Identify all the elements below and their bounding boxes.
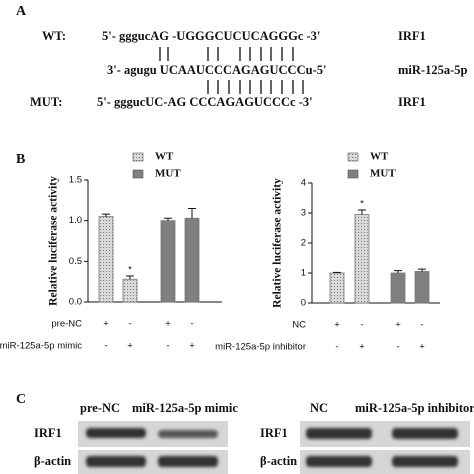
bar: [98, 216, 114, 303]
error-bar: [394, 270, 402, 273]
legend-swatch: [347, 169, 359, 179]
lane-label: miR-125a-5p inhibitor: [355, 401, 474, 415]
row-name: WT:: [42, 29, 66, 43]
legend-swatch: [132, 152, 144, 162]
treatment-sign: -: [360, 320, 363, 331]
treatment-sign: +: [165, 319, 171, 330]
treatment-sign: +: [359, 342, 365, 353]
lane-label: NC: [310, 401, 328, 415]
panel-label: A: [16, 4, 27, 19]
treatment-sign: -: [396, 342, 399, 353]
y-tick-label: 0.0: [69, 297, 82, 308]
error-bar: [102, 213, 110, 217]
legend-label: WT: [155, 151, 174, 163]
row-label: β-actin: [34, 454, 71, 468]
sequence: 5'- gggucAG -UGGGCUCUCAGGGc -3': [102, 29, 320, 43]
error-bar: [333, 271, 341, 273]
y-tick-label: 2: [301, 238, 306, 249]
lane-label: miR-125a-5p mimic: [132, 401, 238, 415]
bands: [86, 428, 218, 467]
treatment-sign: -: [190, 319, 193, 330]
panel-label: C: [16, 392, 26, 407]
row-label: IRF1: [260, 426, 288, 440]
panel-label: B: [16, 152, 25, 167]
bar: [160, 220, 176, 303]
treatment-label: miR-125a-5p mimic: [0, 341, 82, 352]
row-name: MUT:: [30, 95, 62, 109]
row-label: β-actin: [260, 454, 297, 468]
error-bar: [126, 275, 134, 280]
legend-label: MUT: [370, 168, 396, 180]
legend-swatch: [347, 152, 359, 162]
bar: [122, 278, 138, 303]
treatment-sign: -: [420, 320, 423, 331]
y-tick-label: 4: [301, 178, 306, 189]
y-tick-label: 1.5: [69, 175, 82, 186]
treatment-sign: -: [104, 341, 107, 352]
treatment-sign: +: [334, 320, 340, 331]
bands: [306, 428, 458, 467]
error-bar: [358, 209, 366, 215]
treatment-sign: +: [127, 341, 133, 352]
sequence: 3'- agugu UCAAUCCCAGAGUCCCu-5': [107, 63, 326, 77]
legend-label: MUT: [155, 168, 181, 180]
y-tick-label: 1: [301, 268, 306, 279]
gene: IRF1: [398, 95, 426, 109]
error-bar: [418, 268, 426, 272]
treatment-sign: +: [395, 320, 401, 331]
bar: [329, 272, 345, 304]
y-tick-label: 0.5: [69, 256, 82, 267]
significance: *: [360, 199, 364, 210]
legend-label: WT: [370, 151, 389, 163]
error-bar: [164, 217, 172, 221]
y-tick-label: 3: [301, 208, 306, 219]
row-label: IRF1: [34, 426, 62, 440]
y-axis-label: Relative luciferase activity: [272, 178, 284, 308]
gene: IRF1: [398, 29, 426, 43]
treatment-label: pre-NC: [51, 319, 82, 330]
treatment-sign: -: [335, 342, 338, 353]
sequence: 5'- gggucUC-AG CCCAGAGUCCCc -3': [97, 95, 313, 109]
bar: [184, 217, 200, 303]
y-tick-label: 1.0: [69, 215, 82, 226]
gene: miR-125a-5p: [398, 63, 467, 77]
y-tick-label: 0: [301, 298, 306, 309]
bar: [354, 214, 370, 304]
legend-swatch: [132, 169, 144, 179]
bar: [390, 272, 406, 304]
treatment-sign: +: [419, 342, 425, 353]
treatment-sign: -: [166, 341, 169, 352]
treatment-sign: +: [103, 319, 109, 330]
treatment-sign: +: [189, 341, 195, 352]
treatment-sign: -: [128, 319, 131, 330]
treatment-label: NC: [292, 320, 306, 331]
treatment-label: miR-125a-5p inhibitor: [215, 342, 306, 353]
error-bar: [188, 207, 196, 219]
y-axis-label: Relative luciferase activity: [48, 176, 60, 306]
pairing-lines: [159, 47, 304, 94]
significance: *: [128, 264, 132, 275]
bar: [414, 271, 430, 304]
lane-label: pre-NC: [80, 401, 120, 415]
